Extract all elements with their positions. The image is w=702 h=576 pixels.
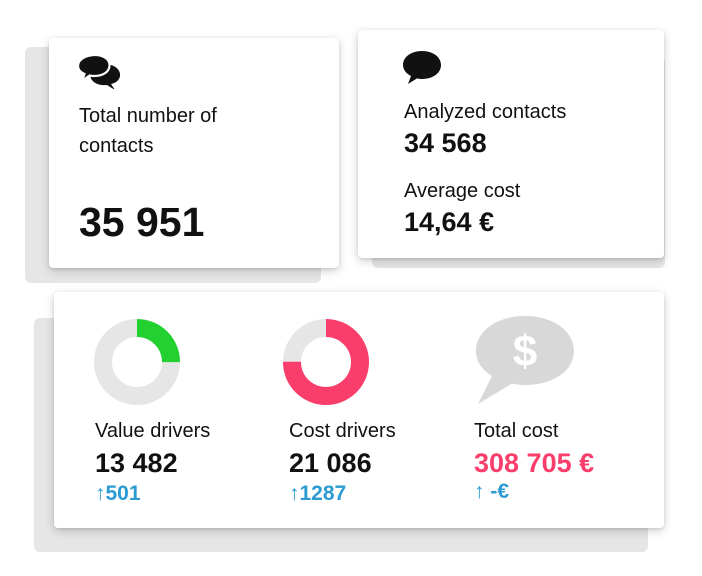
- total-cost-label: Total cost: [474, 420, 559, 442]
- cost-drivers-delta: ↑1287: [289, 482, 347, 505]
- analyzed-contacts-value: 34 568: [404, 128, 487, 158]
- total-cost-delta: ↑ -€: [474, 480, 510, 503]
- drivers-card: Value drivers 13 482 ↑501 Cost drivers 2…: [54, 292, 664, 528]
- cost-drivers-value: 21 086: [289, 448, 372, 478]
- svg-text:$: $: [513, 327, 537, 376]
- average-cost-value: 14,64 €: [404, 207, 495, 237]
- analyzed-contacts-card: Analyzed contacts 34 568 Average cost 14…: [358, 30, 664, 258]
- average-cost-label: Average cost: [404, 180, 521, 202]
- analyzed-contacts-label: Analyzed contacts: [404, 101, 567, 123]
- chat-bubbles-icon: [77, 53, 121, 89]
- value-drivers-delta: ↑501: [95, 482, 141, 505]
- value-drivers-value: 13 482: [95, 448, 178, 478]
- donut-value-arc: [283, 319, 369, 405]
- chat-bubble-icon: [403, 51, 441, 84]
- total-cost-value: 308 705 €: [474, 448, 595, 478]
- total-contacts-card: Total number of contacts 35 951: [49, 38, 339, 268]
- donut-value-arc: [94, 319, 180, 405]
- cost-drivers-label: Cost drivers: [289, 420, 396, 442]
- cost-drivers-donut: [283, 319, 369, 405]
- dollar-speech-bubble-icon: $: [476, 316, 574, 404]
- value-drivers-donut: [94, 319, 180, 405]
- value-drivers-label: Value drivers: [95, 420, 211, 442]
- total-contacts-value: 35 951: [79, 199, 205, 245]
- total-contacts-label: Total number of contacts: [79, 105, 217, 157]
